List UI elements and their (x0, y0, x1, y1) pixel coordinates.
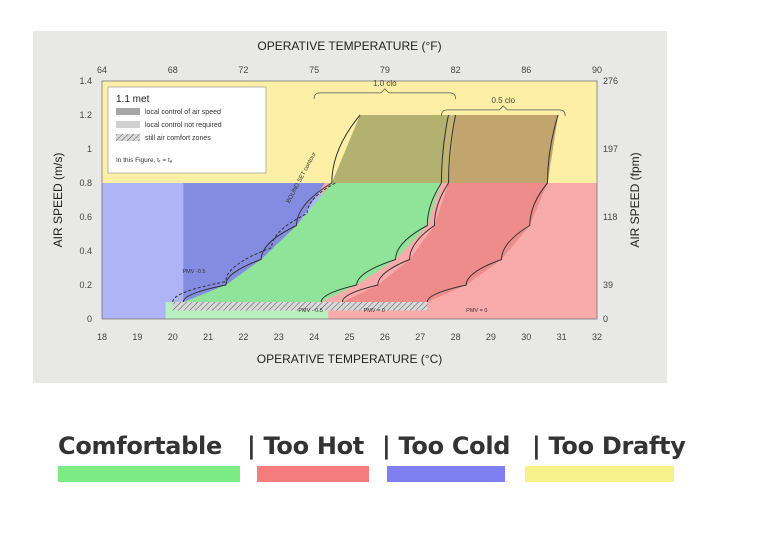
legend-drafty-label: | Too Drafty (532, 432, 686, 460)
top-tick-label: 64 (97, 65, 107, 75)
x-tick-label: 20 (168, 332, 178, 342)
comfort-chart: OPERATIVE TEMPERATURE (°F) OPERATIVE TEMP… (51, 39, 642, 366)
band-local-control (331, 115, 559, 183)
y-axis-title: AIR SPEED (m/s) (51, 153, 65, 248)
legend-comfortable-bar (58, 466, 240, 482)
x-tick-label: 31 (557, 332, 567, 342)
annotation-pmv: PMV - 0.5 (298, 308, 322, 314)
annotation-pmv: PMV = 0 (364, 308, 385, 314)
y-tick-label: 0.4 (79, 246, 92, 256)
y-tick-label: 1.4 (79, 76, 92, 86)
top-tick-label: 86 (521, 65, 531, 75)
right-tick-label: 276 (603, 76, 618, 86)
x-tick-label: 21 (203, 332, 213, 342)
legend-cold-bar (387, 466, 505, 482)
chart-panel: OPERATIVE TEMPERATURE (°F) OPERATIVE TEMP… (33, 31, 667, 383)
bracket-0.5 clo (441, 105, 566, 116)
inset-legend-note: In this Figure, tᵣ = tₐ (116, 157, 173, 164)
band-cold-control (183, 183, 325, 302)
x-tick-label: 30 (521, 332, 531, 342)
annotation-pmv: PMV = 0 (466, 308, 487, 314)
curve-right-1.0clo (320, 114, 449, 303)
x-axis-title: OPERATIVE TEMPERATURE (°C) (257, 352, 442, 366)
x-tick-label: 24 (309, 332, 319, 342)
legend-cold-label: | Too Cold (382, 432, 511, 460)
legend-hot-bar (257, 466, 369, 482)
inset-legend-title: 1.1 met (116, 94, 150, 105)
x-tick-label: 19 (132, 332, 142, 342)
x-tick-label: 32 (592, 332, 602, 342)
curve-bound-set (172, 182, 336, 303)
inset-legend-swatch (116, 121, 140, 128)
legend-hot-label: | Too Hot (247, 432, 364, 460)
bracket-1.0 clo (313, 88, 456, 99)
inset-legend-swatch (116, 108, 140, 115)
curve-right-0.5clo (426, 114, 559, 303)
top-tick-label: 75 (309, 65, 319, 75)
band-still-air (172, 302, 428, 311)
legend-drafty-bar (525, 466, 674, 482)
x-tick-label: 28 (451, 332, 461, 342)
x-tick-label: 18 (97, 332, 107, 342)
x-tick-label: 26 (380, 332, 390, 342)
top-tick-label: 90 (592, 65, 602, 75)
y-tick-label: 0.2 (79, 280, 92, 290)
top-tick-label: 72 (238, 65, 248, 75)
curve-left-1.0clo (182, 114, 361, 303)
inset-legend-label: local control of air speed (145, 109, 221, 116)
right-tick-label: 197 (603, 144, 618, 154)
top-tick-label: 68 (168, 65, 178, 75)
bracket-label: 0.5 clo (492, 96, 516, 105)
y-tick-label: 1 (87, 144, 92, 154)
x-tick-label: 23 (274, 332, 284, 342)
annotation-pmv: PMV -0.5 (182, 269, 205, 275)
legend-comfortable-label: Comfortable (58, 432, 222, 460)
curve-left-0.5clo (341, 114, 457, 303)
y-tick-label: 0 (87, 314, 92, 324)
top-tick-label: 82 (451, 65, 461, 75)
top-tick-label: 79 (380, 65, 390, 75)
inset-legend-box (107, 86, 267, 174)
top-axis-title: OPERATIVE TEMPERATURE (°F) (257, 39, 441, 53)
right-tick-label: 118 (603, 212, 617, 222)
y-axis-right-title: AIR SPEED (fpm) (628, 152, 642, 247)
plot-frame (101, 80, 598, 320)
inset-legend-label: local control not required (145, 122, 222, 129)
x-tick-label: 25 (344, 332, 354, 342)
right-tick-label: 39 (603, 280, 613, 290)
inset-legend-label: still air comfort zones (145, 135, 211, 142)
y-tick-label: 0.6 (79, 212, 92, 222)
x-tick-label: 27 (415, 332, 425, 342)
bracket-label: 1.0 clo (373, 79, 397, 88)
x-tick-label: 29 (486, 332, 496, 342)
x-tick-label: 22 (238, 332, 248, 342)
y-tick-label: 0.8 (79, 178, 92, 188)
y-tick-label: 1.2 (79, 110, 92, 120)
inset-legend-swatch (116, 134, 140, 141)
right-tick-label: 0 (603, 314, 608, 324)
